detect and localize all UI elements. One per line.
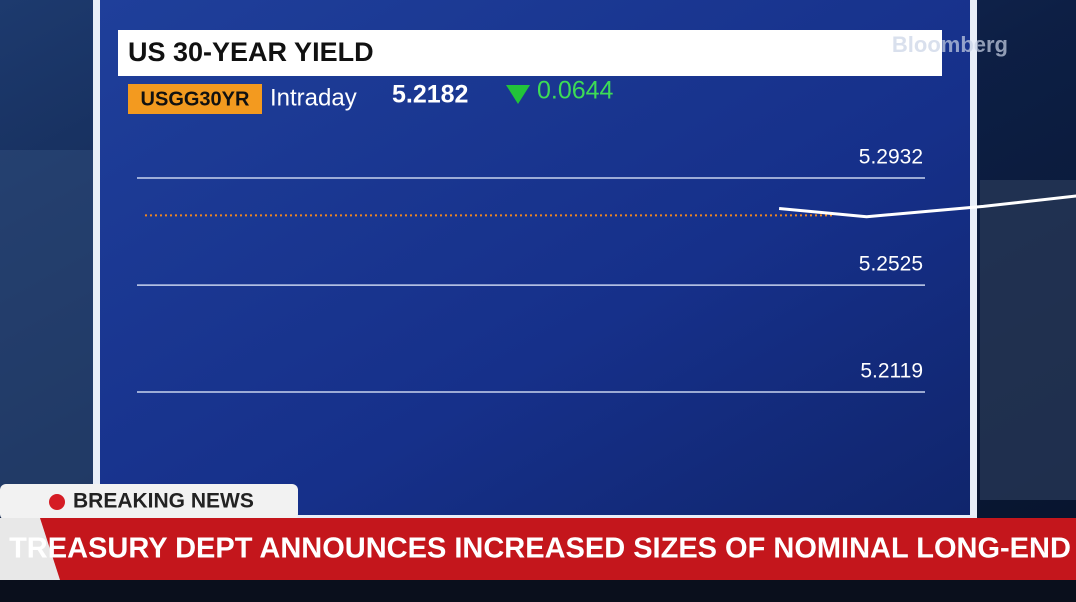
- banner-accent: [0, 518, 60, 580]
- headline-banner: [0, 518, 1076, 580]
- plot: 5.21195.25255.293222:002:006:0010:0014:0…: [137, 146, 1076, 393]
- ticker-badge: [128, 84, 262, 114]
- down-arrow: [506, 85, 530, 104]
- y-tick-label: 5.2119: [860, 360, 923, 383]
- live-dot: [49, 494, 65, 510]
- breaking-label: BREAKING NEWS: [73, 490, 254, 513]
- y-tick-label: 5.2932: [859, 146, 923, 169]
- title-bar: [118, 30, 942, 76]
- city-backdrop: [0, 150, 95, 490]
- logo: Bloomberg: [892, 32, 1008, 57]
- chart-title: US 30-YEAR YIELD: [128, 37, 374, 67]
- bottom-strip: [0, 580, 1076, 602]
- chart-panel: [100, 0, 970, 515]
- y-tick-label: 5.2525: [859, 253, 923, 276]
- breaking-tab: [0, 484, 298, 520]
- change-value: 0.0644: [537, 77, 614, 105]
- ticker: USGG30YR: [141, 88, 250, 110]
- last-value: 5.2182: [392, 81, 468, 109]
- headline: TREASURY DEPT ANNOUNCES INCREASED SIZES …: [9, 533, 1071, 565]
- studio-wall: [980, 180, 1076, 500]
- mode: Intraday: [270, 84, 357, 111]
